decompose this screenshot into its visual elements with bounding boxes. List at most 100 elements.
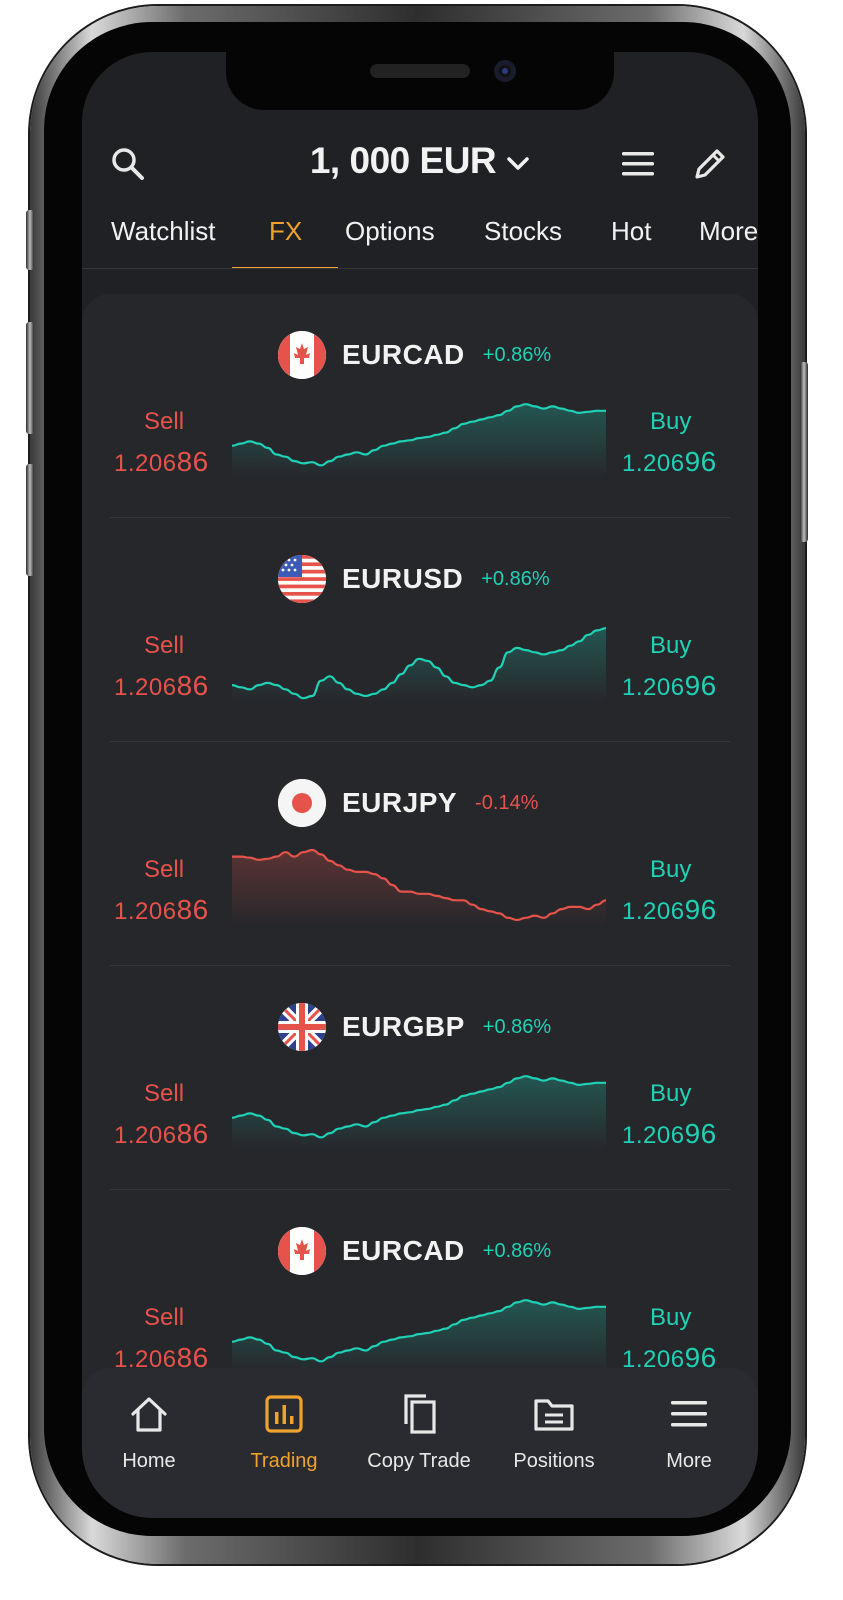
front-camera xyxy=(494,60,516,82)
folder-icon xyxy=(489,1390,619,1438)
bottom-navigation: Home Trading Copy Trade Positions More xyxy=(82,1368,758,1518)
power-button xyxy=(800,362,808,542)
buy-price[interactable]: 1.20696 xyxy=(622,670,717,702)
nav-positions-label: Positions xyxy=(513,1450,595,1472)
pair-symbol: EURJPY xyxy=(342,787,458,818)
sell-price-main: 1.206 xyxy=(114,450,177,477)
sell-price-pips: 86 xyxy=(176,670,209,701)
canada-flag-icon xyxy=(278,331,326,379)
instrument-header: EURGBP +0.86% xyxy=(278,1002,551,1052)
japan-flag-icon xyxy=(278,779,326,827)
price-sparkline xyxy=(232,627,606,702)
sell-label[interactable]: Sell xyxy=(144,408,185,435)
buy-price-main: 1.206 xyxy=(622,898,685,925)
nav-more-label: More xyxy=(666,1450,712,1472)
instrument-row-eurgbp[interactable]: EURGBP +0.86% Sell 1.20686 Buy 1.20696 xyxy=(82,966,758,1190)
notch xyxy=(226,52,614,110)
buy-price[interactable]: 1.20696 xyxy=(622,1118,717,1150)
pair-symbol: EURGBP xyxy=(342,1011,465,1042)
nav-positions[interactable]: Positions xyxy=(489,1390,619,1473)
sparkline-area xyxy=(232,628,606,702)
buy-label[interactable]: Buy xyxy=(650,856,692,883)
instrument-row-eurcad[interactable]: EURCAD +0.86% Sell 1.20686 Buy 1.20696 xyxy=(82,294,758,518)
buy-price-pips: 96 xyxy=(684,894,717,925)
nav-home[interactable]: Home xyxy=(84,1390,214,1473)
search-icon[interactable] xyxy=(108,144,148,184)
nav-home-label: Home xyxy=(122,1450,176,1472)
pair-symbol: EURCAD xyxy=(342,339,465,370)
price-sparkline xyxy=(232,848,606,926)
chevron-down-icon xyxy=(506,139,530,181)
sell-price[interactable]: 1.20686 xyxy=(114,446,209,478)
sell-price-main: 1.206 xyxy=(114,898,177,925)
sell-price[interactable]: 1.20686 xyxy=(114,894,209,926)
buy-label[interactable]: Buy xyxy=(650,1304,692,1331)
nav-trading[interactable]: Trading xyxy=(219,1390,349,1473)
sparkline-area xyxy=(232,850,606,926)
row-divider xyxy=(110,741,730,742)
mute-switch xyxy=(26,210,34,270)
home-icon xyxy=(84,1390,214,1438)
buy-label[interactable]: Buy xyxy=(650,408,692,435)
sell-price-main: 1.206 xyxy=(114,674,177,701)
nav-more[interactable]: More xyxy=(624,1390,754,1473)
instrument-row-eurcad[interactable]: EURCAD +0.86% Sell 1.20686 Buy 1.20696 xyxy=(82,1190,758,1414)
sparkline-line xyxy=(232,1075,606,1139)
instrument-row-eurjpy[interactable]: EURJPY -0.14% Sell 1.20686 Buy 1.20696 xyxy=(82,742,758,966)
active-tab-indicator xyxy=(232,267,338,268)
account-balance-selector[interactable]: 1, 000 EUR xyxy=(82,140,758,182)
trading-chart-icon xyxy=(219,1390,349,1438)
edit-pencil-icon[interactable] xyxy=(688,142,732,186)
price-sparkline xyxy=(232,403,606,478)
buy-label[interactable]: Buy xyxy=(650,1080,692,1107)
app-screen: 1, 000 EUR Watchlist FX Options Stocks H… xyxy=(82,52,758,1518)
sell-price-pips: 86 xyxy=(176,1118,209,1149)
instrument-header: EURUSD +0.86% xyxy=(278,554,550,604)
hamburger-menu-icon[interactable] xyxy=(616,146,660,182)
tab-stocks[interactable]: Stocks xyxy=(484,216,563,246)
price-change-percent: +0.86% xyxy=(481,567,550,590)
sell-label[interactable]: Sell xyxy=(144,1304,185,1331)
nav-copy-trade-label: Copy Trade xyxy=(367,1450,471,1472)
instrument-header: EURJPY -0.14% xyxy=(278,778,538,828)
sell-price-pips: 86 xyxy=(176,446,209,477)
sell-label[interactable]: Sell xyxy=(144,856,185,883)
pair-symbol: EURUSD xyxy=(342,563,464,594)
canada-flag-icon xyxy=(278,1227,326,1275)
tab-watchlist[interactable]: Watchlist xyxy=(111,216,216,246)
volume-up-button xyxy=(26,322,34,434)
nav-copy-trade[interactable]: Copy Trade xyxy=(354,1390,484,1473)
row-divider xyxy=(110,1189,730,1190)
sell-price-pips: 86 xyxy=(176,1342,209,1373)
copy-icon xyxy=(354,1390,484,1438)
sparkline-area xyxy=(232,1300,606,1374)
buy-label[interactable]: Buy xyxy=(650,632,692,659)
buy-price[interactable]: 1.20696 xyxy=(622,446,717,478)
tab-fx[interactable]: FX xyxy=(269,216,303,246)
volume-down-button xyxy=(26,464,34,576)
uk-flag-icon xyxy=(278,1003,326,1051)
tab-options[interactable]: Options xyxy=(345,216,435,246)
buy-price-main: 1.206 xyxy=(622,1122,685,1149)
price-change-percent: -0.14% xyxy=(475,791,539,814)
sell-price-main: 1.206 xyxy=(114,1122,177,1149)
buy-price-main: 1.206 xyxy=(622,450,685,477)
buy-price-pips: 96 xyxy=(684,670,717,701)
instrument-list: EURCAD +0.86% Sell 1.20686 Buy 1.20696 EURUSD +… xyxy=(82,294,758,1444)
pair-symbol: EURCAD xyxy=(342,1235,465,1266)
sparkline-area xyxy=(232,1076,606,1150)
tab-more[interactable]: More xyxy=(699,216,758,246)
sell-label[interactable]: Sell xyxy=(144,632,185,659)
sell-price[interactable]: 1.20686 xyxy=(114,1118,209,1150)
tab-hot[interactable]: Hot xyxy=(611,216,652,246)
sell-label[interactable]: Sell xyxy=(144,1080,185,1107)
buy-price[interactable]: 1.20696 xyxy=(622,894,717,926)
instrument-header: EURCAD +0.86% xyxy=(278,1226,551,1276)
account-balance: 1, 000 EUR xyxy=(309,140,497,181)
instrument-row-eurusd[interactable]: EURUSD +0.86% Sell 1.20686 Buy 1.20696 xyxy=(82,518,758,742)
speaker-grille xyxy=(370,64,470,78)
buy-price-pips: 96 xyxy=(684,1118,717,1149)
price-change-percent: +0.86% xyxy=(482,1015,552,1038)
sparkline-line xyxy=(232,403,606,467)
sell-price[interactable]: 1.20686 xyxy=(114,670,209,702)
